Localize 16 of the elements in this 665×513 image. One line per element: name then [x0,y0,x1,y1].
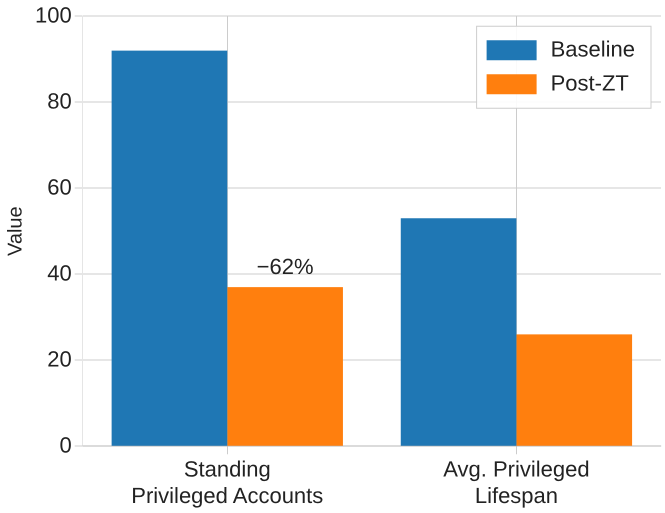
y-tick-label: 0 [59,432,72,458]
x-tick-label: Avg. Privileged Lifespan [443,456,590,508]
y-tick-label: 60 [47,174,72,200]
y-tick-label: 20 [47,346,72,372]
x-tick-label: Standing Privileged Accounts [131,456,324,508]
y-axis-title: Value [4,206,27,256]
bar [516,334,632,446]
bar [112,50,228,446]
y-tick-label: 80 [47,88,72,114]
y-tick-label: 40 [47,260,72,286]
legend-label: Baseline [550,36,635,62]
annotation: −62% [256,254,314,280]
y-tick-label: 100 [34,2,72,28]
bar [227,287,343,446]
legend-label: Post-ZT [550,70,629,96]
bar [400,218,516,446]
